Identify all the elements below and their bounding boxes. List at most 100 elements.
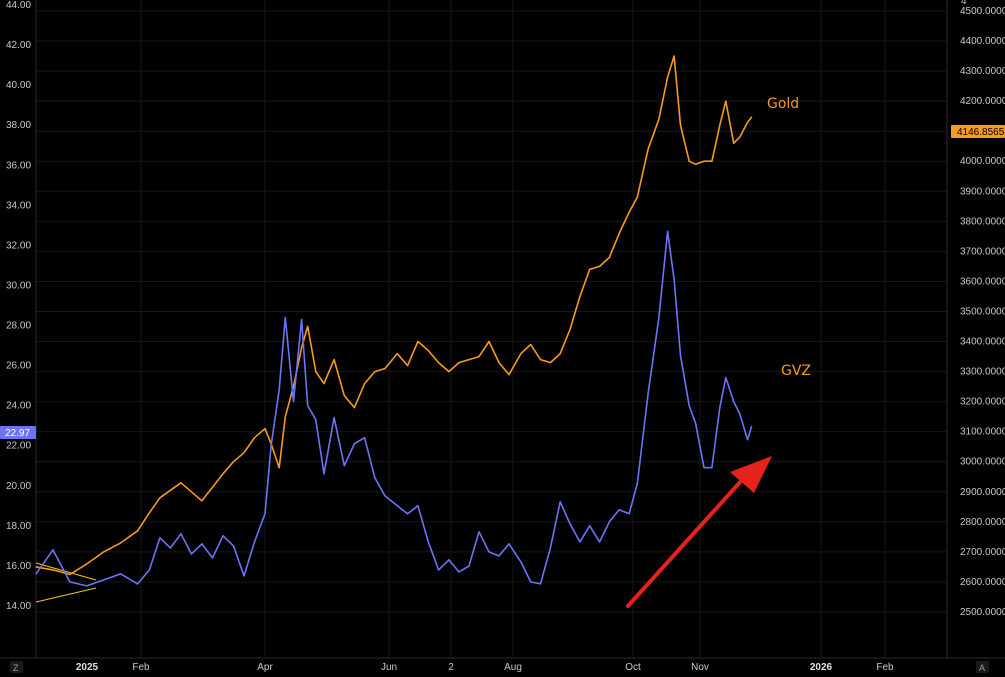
left-axis-tick-label: 16.00 [6,561,31,572]
triangle-drawing [35,562,97,603]
left-axis-tick-label: 28.00 [6,321,31,332]
gold-point [725,100,727,102]
gvz-point [628,513,630,515]
gvz-point [86,585,88,587]
gvz-point [35,573,37,575]
left-axis-tick-label: 44.00 [6,0,31,11]
gold-point [52,569,54,571]
time-axis-tick-label: Aug [504,662,522,673]
gvz-point [520,561,522,563]
left-axis-tick-label: 24.00 [6,401,31,412]
right-axis-tick-label: 3800.0000 [960,216,1005,227]
right-price-axis[interactable]: 2500.0000 2600.0000 2700.0000 2800.0000 2900… [960,6,1005,618]
gvz-point [703,467,705,469]
gvz-annotation: GVZ [781,363,811,379]
gold-point [747,121,749,123]
gvz-point [569,523,571,525]
right-axis-tick-label: 2500.0000 [960,607,1005,618]
right-axis-tick-label: 3400.0000 [960,337,1005,348]
time-axis[interactable]: 2025 Feb Apr Jun 2 Aug Oct Nov 2026 Feb [76,662,894,673]
left-axis-tick-label: 38.00 [6,120,31,131]
gold-point [508,374,510,376]
gvz-point [407,513,409,515]
gold-point [343,395,345,397]
gold-point [438,362,440,364]
gold-point [530,343,532,346]
left-axis-tick-label: 34.00 [6,200,31,211]
gvz-point [243,575,245,577]
time-axis-tick-label: Nov [691,662,709,673]
gvz-point [190,553,192,555]
gvz-point [448,559,450,561]
series-gold [35,55,753,576]
gvz-point [264,513,266,515]
gvz-point [733,401,735,403]
gold-point [284,416,286,418]
gvz-point [232,545,235,547]
gvz-point [159,537,161,539]
gvz-value-badge-label: 22.97 [5,428,30,439]
right-axis-tick-label: 3900.0000 [960,186,1005,197]
right-axis-tick-label: 2600.0000 [960,577,1005,588]
time-axis-tick-label: Oct [625,662,641,673]
gold-point [719,124,721,126]
right-axis-tick-label: 3300.0000 [960,367,1005,378]
gvz-point [719,407,721,409]
left-axis-tick-label: 36.00 [6,160,31,171]
gold-point [559,353,561,355]
gvz-point [711,467,713,469]
gold-point [751,116,753,118]
gvz-point [103,579,105,581]
timezone-button-label: Z [13,663,19,673]
gold-point [549,362,552,364]
gold-point [180,482,182,484]
gold-point [323,383,325,385]
gold-point [353,407,355,409]
gold-point [427,349,429,352]
gvz-value-badge: 22.97 [0,426,36,439]
left-price-axis[interactable]: 14.00 16.00 18.00 20.00 22.00 24.00 26.00 28.00… [6,0,31,612]
gvz-point [599,541,601,543]
gvz-point [688,405,690,407]
time-axis-tick-label: Jun [381,662,397,673]
gold-price-badge-label: 4146.8565 [957,127,1005,138]
gvz-point [427,541,429,543]
gold-point [520,353,522,355]
timezone-button[interactable] [10,661,23,673]
gold-point [667,76,669,78]
left-axis-tick-label: 30.00 [6,280,31,291]
gold-point [384,368,386,370]
gvz-point [374,477,376,479]
auto-scale-button[interactable] [976,661,989,673]
left-axis-tick-label: 26.00 [6,361,31,372]
gvz-point [120,573,122,575]
gvz-point [69,581,71,583]
gvz-point [478,531,480,533]
gvz-point [353,443,355,445]
gvz-point [396,505,398,507]
left-axis-tick-label: 32.00 [6,240,31,251]
gold-point [628,211,630,213]
gvz-point [739,413,741,415]
gvz-point [384,495,386,497]
time-axis-tick-label: 2 [448,662,454,673]
gold-point [468,359,470,361]
gvz-point [725,377,727,379]
right-axis-tick-label: 4400.0000 [960,36,1005,47]
gold-point [478,356,480,358]
gvz-point [292,401,295,403]
gold-point [86,563,88,565]
gvz-point [488,551,490,553]
gvz-point [549,547,552,549]
gold-point [120,542,122,544]
gold-point [264,428,266,430]
gold-annotation: Gold [767,96,799,112]
gvz-point [253,541,256,543]
gold-point [417,340,419,343]
gold-point [333,359,335,361]
left-axis-tick-label: 18.00 [6,521,31,532]
gold-point [579,295,581,298]
gold-point [396,353,398,355]
